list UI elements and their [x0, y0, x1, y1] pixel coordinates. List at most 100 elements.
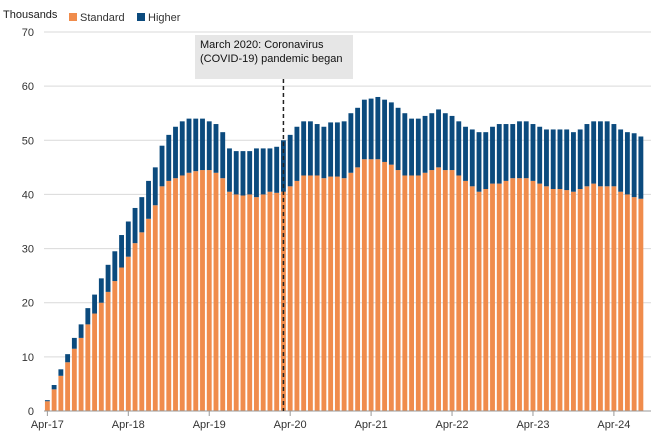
bar-higher-Apr-24 [611, 124, 617, 187]
bar-standard-Feb-21 [355, 167, 361, 411]
bar-higher-Apr-23 [530, 124, 536, 181]
bar-higher-Jul-17 [65, 354, 71, 363]
bar-higher-May-23 [537, 126, 543, 184]
bar-standard-Feb-19 [193, 171, 199, 411]
bar-higher-May-19 [213, 124, 219, 173]
bar-standard-Oct-22 [490, 183, 495, 411]
bar-standard-Sep-17 [78, 337, 84, 411]
bar-higher-Aug-20 [314, 124, 320, 176]
x-tick-Apr-18: Apr-18 [112, 419, 145, 431]
bar-higher-Oct-21 [409, 118, 415, 176]
bar-higher-Sep-21 [402, 113, 408, 176]
bar-standard-Feb-23 [517, 178, 522, 411]
bar-standard-Aug-24 [638, 198, 644, 411]
x-tick-Apr-23: Apr-23 [516, 419, 549, 431]
bar-standard-Mar-21 [361, 159, 367, 411]
bar-standard-Nov-17 [92, 313, 98, 411]
bar-higher-Nov-19 [254, 148, 259, 198]
bar-standard-Oct-17 [85, 324, 91, 411]
bar-standard-Apr-20 [287, 186, 293, 411]
bar-higher-Nov-22 [496, 124, 502, 184]
bar-higher-Aug-18 [152, 167, 158, 206]
bar-higher-Mar-18 [119, 235, 124, 268]
bar-standard-Sep-23 [564, 190, 570, 411]
bar-higher-Sep-17 [78, 324, 84, 338]
bar-higher-May-22 [456, 121, 462, 176]
bar-higher-Jun-23 [544, 129, 549, 187]
bar-higher-Sep-20 [321, 126, 327, 179]
bar-higher-Jan-24 [591, 121, 597, 184]
bar-standard-Jun-17 [58, 375, 64, 411]
y-tick-60: 60 [22, 81, 34, 93]
bar-standard-Feb-22 [436, 167, 441, 411]
x-tick-Apr-22: Apr-22 [436, 419, 469, 431]
x-tick-Apr-17: Apr-17 [31, 419, 64, 431]
legend-label-higher: Higher [148, 12, 181, 24]
bar-higher-Jan-19 [186, 118, 192, 173]
bar-higher-May-18 [132, 207, 138, 244]
bars [44, 96, 644, 411]
bar-higher-Feb-18 [112, 251, 118, 282]
bar-standard-Aug-17 [71, 348, 77, 411]
gridlines [44, 31, 651, 358]
bar-higher-Jun-21 [382, 99, 388, 162]
bar-higher-Jan-18 [105, 264, 111, 292]
bar-higher-Mar-21 [361, 99, 367, 160]
bar-higher-Mar-24 [604, 121, 610, 187]
bar-standard-Sep-20 [321, 178, 327, 411]
bar-higher-Dec-20 [341, 121, 347, 179]
bar-standard-Apr-24 [611, 186, 617, 411]
legend-swatch-higher [137, 13, 145, 21]
bar-standard-Jun-21 [382, 161, 388, 411]
bar-standard-Jan-18 [105, 291, 111, 411]
bar-standard-Apr-23 [530, 180, 536, 411]
bar-standard-Nov-19 [254, 197, 259, 411]
bar-standard-Oct-19 [247, 194, 253, 411]
bar-standard-Jul-18 [146, 218, 151, 411]
y-tick-30: 30 [22, 244, 34, 256]
bar-standard-Dec-19 [260, 194, 266, 411]
bar-higher-Nov-21 [415, 118, 421, 176]
bar-higher-Oct-19 [247, 151, 253, 195]
bar-higher-Jul-18 [146, 180, 151, 219]
x-axis-ticks: Apr-17 Apr-18 Apr-19 Apr-20 Apr-21 Apr-22 Apr-… [31, 410, 651, 431]
bar-higher-Nov-18 [173, 126, 178, 179]
bar-higher-Mar-19 [200, 118, 205, 171]
bar-higher-Aug-23 [557, 129, 563, 190]
bar-higher-Oct-20 [328, 122, 334, 177]
bar-higher-Jun-17 [58, 369, 64, 376]
bar-standard-Jul-21 [388, 164, 394, 411]
bar-standard-Dec-18 [179, 175, 185, 411]
bar-higher-Jul-23 [550, 129, 556, 190]
bar-higher-Dec-17 [98, 278, 104, 303]
bar-standard-Nov-21 [415, 175, 421, 411]
bar-higher-Aug-22 [476, 132, 482, 192]
legend: Standard Higher [69, 12, 181, 24]
bar-standard-Mar-19 [200, 170, 205, 411]
bar-higher-Jun-22 [463, 126, 468, 181]
bar-standard-Sep-22 [483, 189, 489, 411]
bar-higher-May-17 [51, 385, 57, 390]
bar-standard-Jan-19 [186, 172, 192, 411]
bar-standard-Oct-18 [166, 180, 172, 411]
bar-standard-Dec-17 [98, 302, 104, 411]
bar-standard-May-21 [375, 159, 381, 411]
bar-higher-Mar-23 [523, 121, 529, 179]
bar-standard-Jan-21 [348, 172, 354, 411]
bar-standard-Aug-23 [557, 189, 563, 411]
bar-standard-Dec-21 [422, 172, 428, 411]
bar-higher-Jan-20 [267, 148, 273, 192]
x-tick-Apr-21: Apr-21 [355, 419, 388, 431]
bar-higher-Oct-18 [166, 134, 172, 181]
bar-standard-Jun-24 [624, 194, 630, 411]
bar-standard-Jun-20 [301, 175, 307, 411]
bar-higher-Feb-19 [193, 118, 199, 172]
bar-standard-Nov-23 [577, 189, 583, 411]
bar-standard-Dec-20 [341, 178, 347, 411]
x-tick-Apr-19: Apr-19 [193, 419, 226, 431]
bar-higher-Jun-24 [624, 132, 630, 195]
bar-higher-Dec-19 [260, 148, 266, 195]
bar-standard-Jan-23 [510, 178, 516, 411]
bar-higher-Jul-21 [388, 102, 394, 165]
